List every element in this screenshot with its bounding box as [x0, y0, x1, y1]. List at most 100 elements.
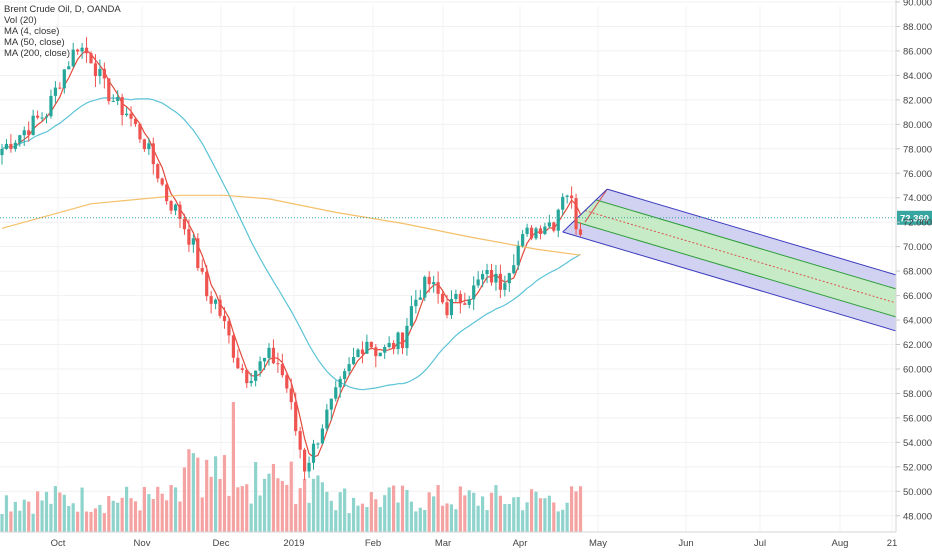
time-tick-label: 21	[887, 538, 898, 549]
candle-body	[338, 378, 342, 388]
volume-bar	[458, 486, 462, 532]
volume-bar	[147, 494, 151, 532]
candle-body	[205, 271, 209, 297]
volume-bar	[125, 486, 129, 532]
price-tick-label: 66.000	[903, 291, 932, 302]
volume-bar	[84, 511, 89, 532]
chart-legend: Brent Crude Oil, D, OANDA Vol (20) MA (4…	[4, 4, 121, 59]
candle-body	[102, 68, 106, 79]
candle-body	[343, 371, 347, 379]
volume-bar	[383, 495, 387, 532]
candle-body	[392, 342, 396, 350]
volume-bar	[267, 473, 271, 532]
candle-body	[222, 315, 227, 322]
candle-body	[236, 357, 240, 369]
volume-bar	[311, 478, 316, 532]
volume-bar	[529, 489, 534, 532]
candle-body	[267, 347, 271, 358]
volume-bar	[151, 499, 155, 532]
volume-bar	[409, 501, 413, 532]
volume-bar	[182, 467, 187, 532]
candle-body	[311, 443, 316, 463]
candle-body	[231, 335, 235, 358]
price-tick-label: 78.000	[903, 144, 932, 155]
ma50-line	[1, 97, 581, 391]
volume-bar	[405, 489, 409, 532]
volume-bar	[129, 498, 133, 532]
price-tick-label: 82.000	[903, 95, 932, 106]
candle-body	[552, 222, 556, 231]
volume-bar	[40, 500, 44, 532]
candle-body	[156, 164, 160, 179]
candle-body	[405, 325, 409, 349]
volume-bar	[378, 507, 382, 532]
candle-body	[22, 130, 26, 136]
volume-bar	[360, 503, 365, 532]
volume-bar	[432, 496, 436, 532]
volume-bar	[521, 510, 525, 532]
candle-body	[400, 332, 405, 349]
candle-body	[13, 142, 17, 149]
candle-body	[525, 227, 529, 235]
candle-body	[169, 201, 173, 211]
candle-body	[191, 238, 195, 245]
price-tick-label: 72.000	[903, 218, 932, 229]
candle-body	[151, 143, 155, 165]
price-tick-label: 64.000	[903, 316, 932, 327]
volume-bar	[27, 501, 31, 532]
volume-bar	[280, 481, 284, 532]
volume-bar	[440, 505, 445, 532]
volume-bar	[89, 511, 93, 532]
candle-body	[4, 143, 9, 149]
candle-body	[489, 269, 494, 283]
volume-bar	[565, 502, 569, 532]
volume-bar	[276, 478, 280, 532]
candle-body	[387, 342, 391, 347]
volume-bar	[561, 509, 565, 532]
candle-body	[481, 274, 485, 280]
volume-bar	[142, 487, 146, 532]
volume-bar	[0, 513, 4, 532]
time-tick-label: Nov	[134, 538, 151, 549]
volume-bar	[343, 488, 347, 532]
candle-body	[285, 375, 289, 389]
volume-bar	[498, 495, 502, 532]
candle-body	[360, 349, 365, 354]
volume-bar	[325, 491, 329, 532]
volume-bar	[414, 511, 418, 532]
candle-body	[142, 139, 146, 150]
price-tick-label: 56.000	[903, 413, 932, 424]
volume-bar	[556, 511, 560, 532]
price-tick-label: 50.000	[903, 487, 932, 498]
candle-body	[227, 321, 231, 336]
time-tick-label: Jul	[754, 538, 766, 549]
price-tick-label: 68.000	[903, 267, 932, 278]
time-tick-label: Apr	[513, 538, 528, 549]
time-tick-label: May	[589, 538, 607, 549]
candle-body	[71, 49, 75, 67]
candle-body	[67, 66, 71, 70]
candle-body	[351, 357, 356, 365]
grid	[0, 1, 896, 532]
volume-bar	[507, 503, 511, 532]
candle-body	[427, 276, 431, 285]
volume-bar	[445, 503, 449, 532]
candle-body	[334, 387, 338, 399]
candle-body	[147, 143, 151, 150]
price-tick-label: 62.000	[903, 340, 932, 351]
candle-body	[218, 299, 222, 316]
pitchfork-inner-band	[573, 199, 896, 317]
volume-bar	[525, 502, 529, 532]
candle-body	[62, 69, 66, 89]
candle-body	[58, 87, 62, 89]
candle-body	[320, 428, 324, 444]
volume-bar	[369, 492, 373, 532]
candle-body	[84, 47, 89, 54]
candle-body	[454, 293, 458, 300]
volume-bar	[485, 510, 489, 532]
candle-body	[574, 198, 578, 230]
volume-bar	[4, 495, 9, 532]
price-tick-label: 74.000	[903, 193, 932, 204]
volume-bar	[160, 493, 164, 532]
candle-body	[369, 341, 373, 348]
